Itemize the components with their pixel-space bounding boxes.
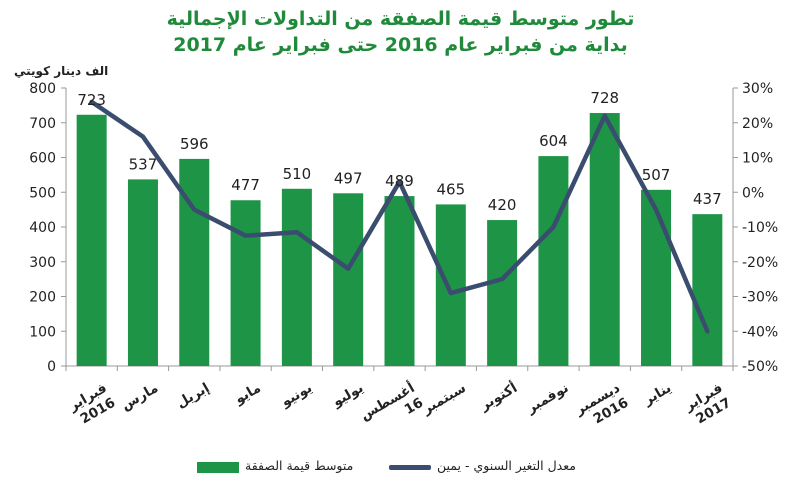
x-axis-category-label-text: مايو — [231, 380, 263, 408]
x-axis-category-label-text: مارس — [118, 380, 160, 414]
legend-bar-swatch — [197, 462, 239, 473]
bar-data-label: 497 — [334, 169, 363, 187]
legend-bar-label: متوسط قيمة الصفقة — [245, 458, 354, 473]
x-axis-category-label-text: يوليو — [329, 380, 366, 411]
bar — [179, 158, 210, 366]
x-axis-category-label: أكتوبر — [476, 379, 520, 414]
x-axis-category-label-text: يونيو — [278, 380, 315, 411]
bar-data-label: 420 — [488, 196, 517, 214]
left-axis-tick-label: 200 — [29, 290, 56, 306]
bar-data-label: 437 — [693, 190, 722, 208]
right-axis-tick-label: 20% — [742, 116, 773, 132]
right-axis-tick-label: -40% — [742, 324, 778, 340]
right-axis-tick-label: 30% — [742, 81, 773, 97]
bar-data-label: 510 — [283, 165, 312, 183]
left-axis-tick-label: 600 — [29, 151, 56, 167]
bar — [487, 220, 518, 366]
left-axis-tick-label: 800 — [29, 81, 56, 97]
series-line-yoy-change — [89, 99, 710, 334]
x-axis-category-label: يناير — [640, 380, 674, 409]
bar — [641, 189, 672, 366]
bar-data-label: 723 — [77, 91, 106, 109]
left-axis-tick-label: 400 — [29, 220, 56, 236]
right-axis-tick-label: -50% — [742, 359, 778, 375]
bar-data-label: 507 — [642, 166, 671, 184]
left-axis-tick-label: 300 — [29, 255, 56, 271]
x-axis-category-label-text: نوفمبر — [523, 380, 571, 417]
chart-title: تطور متوسط قيمة الصفقة من التداولات الإج… — [166, 8, 635, 30]
left-axis-tick-label: 0 — [47, 359, 56, 375]
x-axis-category-label-text: يناير — [640, 380, 674, 409]
left-axis-tick-label: 700 — [29, 116, 56, 132]
bar-data-label: 537 — [129, 155, 158, 173]
right-axis-tick-label: -30% — [742, 290, 778, 306]
bar-data-label: 477 — [231, 176, 260, 194]
x-axis-category-label: إبريل — [174, 380, 213, 411]
legend-line-label: معدل التغير السنوي - يمين — [437, 458, 576, 473]
x-axis-category-label: يونيو — [278, 380, 315, 411]
x-axis-category-label-text: إبريل — [174, 380, 213, 411]
left-axis-tick-label: 100 — [29, 324, 56, 340]
right-axis-tick-label: -20% — [742, 255, 778, 271]
bar — [538, 156, 569, 366]
bar — [76, 114, 107, 366]
right-axis-tick-label: 10% — [742, 151, 773, 167]
bar — [435, 204, 466, 366]
right-axis-tick-label: -10% — [742, 220, 778, 236]
x-axis-category-label: يوليو — [329, 380, 366, 411]
x-axis-category-label: مايو — [231, 380, 263, 408]
bar-data-label: 604 — [539, 132, 568, 150]
x-axis-category-label-text: سبتمبر — [419, 380, 469, 418]
bar-data-label: 728 — [590, 89, 619, 107]
bar-data-label: 596 — [180, 135, 209, 153]
bar — [230, 200, 261, 366]
x-axis-category-label: سبتمبر — [419, 380, 469, 418]
bar — [281, 188, 312, 366]
left-axis-tick-label: 500 — [29, 185, 56, 201]
legend-line-swatch — [389, 465, 431, 470]
bar — [384, 196, 415, 366]
x-axis-category-label-text: أكتوبر — [476, 379, 520, 414]
right-axis-tick-label: 0% — [742, 185, 764, 201]
bar-data-label: 465 — [436, 180, 465, 198]
bar — [589, 113, 620, 367]
bar — [127, 179, 158, 366]
bar-data-label: 489 — [385, 172, 414, 190]
x-axis-category-label: مارس — [118, 380, 160, 414]
chart-subtitle: بداية من فبراير عام 2016 حتى فبراير عام … — [173, 34, 628, 56]
bar — [333, 193, 364, 366]
left-axis-unit-label: الف دينار كويتي — [14, 64, 109, 78]
bar — [692, 214, 723, 366]
x-axis-category-label: نوفمبر — [523, 380, 571, 417]
